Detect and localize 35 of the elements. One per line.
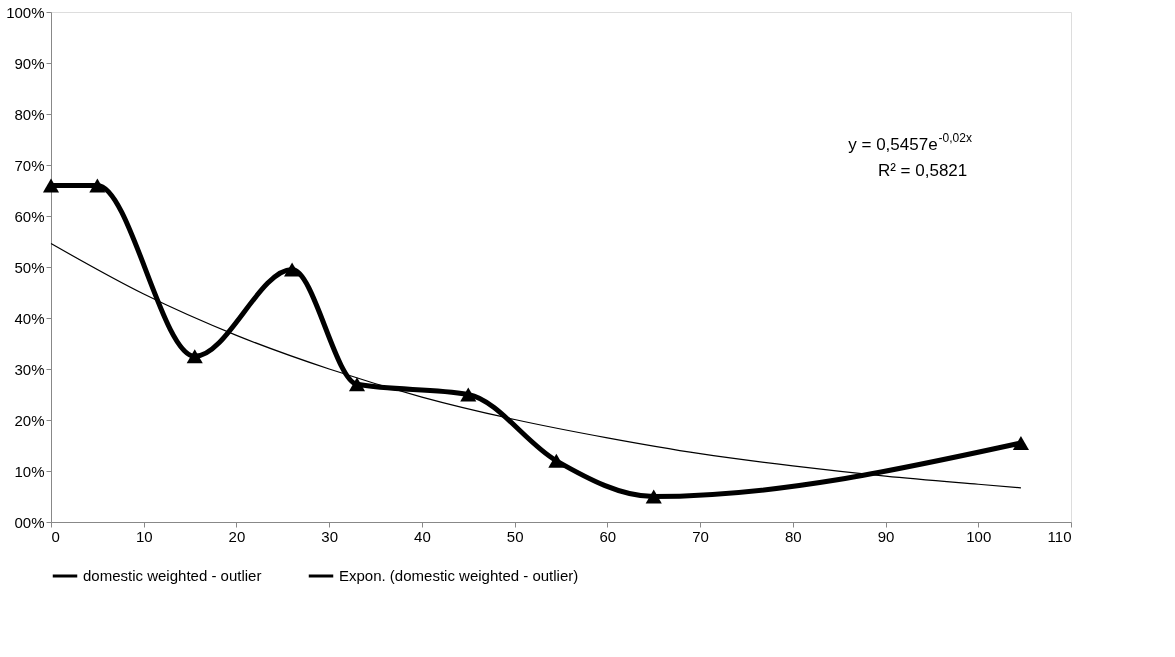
point bbox=[348, 377, 366, 392]
point bbox=[186, 349, 203, 364]
x-tick-label: 20 bbox=[228, 527, 246, 545]
y-tick-label: 60% bbox=[14, 207, 45, 225]
x-tick-label: 90 bbox=[877, 527, 895, 545]
y-tick-label: 10% bbox=[14, 462, 45, 480]
x-tick-label: 60 bbox=[599, 527, 617, 545]
point bbox=[1012, 435, 1029, 450]
x-tick-label: 50 bbox=[506, 527, 524, 545]
x-tick-label: 100 bbox=[966, 527, 992, 545]
point bbox=[548, 453, 565, 468]
legend-label: domestic weighted - outlier bbox=[83, 567, 262, 584]
x-tick-label: 30 bbox=[321, 527, 339, 545]
x-tick-label: 10 bbox=[135, 527, 153, 545]
point bbox=[460, 387, 477, 402]
x-tick-label: 70 bbox=[692, 527, 709, 545]
x-tick-label: 110 bbox=[1047, 527, 1072, 545]
y-tick-label: 50% bbox=[14, 258, 45, 276]
y-tick-label: 00% bbox=[14, 513, 45, 531]
y-tick-label: 100% bbox=[6, 3, 45, 21]
y-tick-label: 30% bbox=[14, 360, 45, 378]
y-tick-label: 80% bbox=[14, 105, 45, 123]
y-tick-label: 70% bbox=[14, 156, 45, 174]
point bbox=[89, 178, 106, 193]
y-tick-label: 20% bbox=[14, 411, 45, 429]
x-tick-label: 40 bbox=[414, 527, 431, 545]
point bbox=[645, 489, 662, 504]
annotation: R² = 0,5821 bbox=[877, 160, 968, 180]
legend-label: Expon. (domestic weighted - outlier) bbox=[339, 567, 579, 584]
x-tick-label: 80 bbox=[784, 527, 802, 545]
y-tick-label: 40% bbox=[14, 309, 45, 327]
y-tick-label: 90% bbox=[14, 54, 45, 72]
point bbox=[284, 262, 301, 277]
x-tick-label: 0 bbox=[51, 527, 60, 545]
point bbox=[42, 178, 60, 193]
